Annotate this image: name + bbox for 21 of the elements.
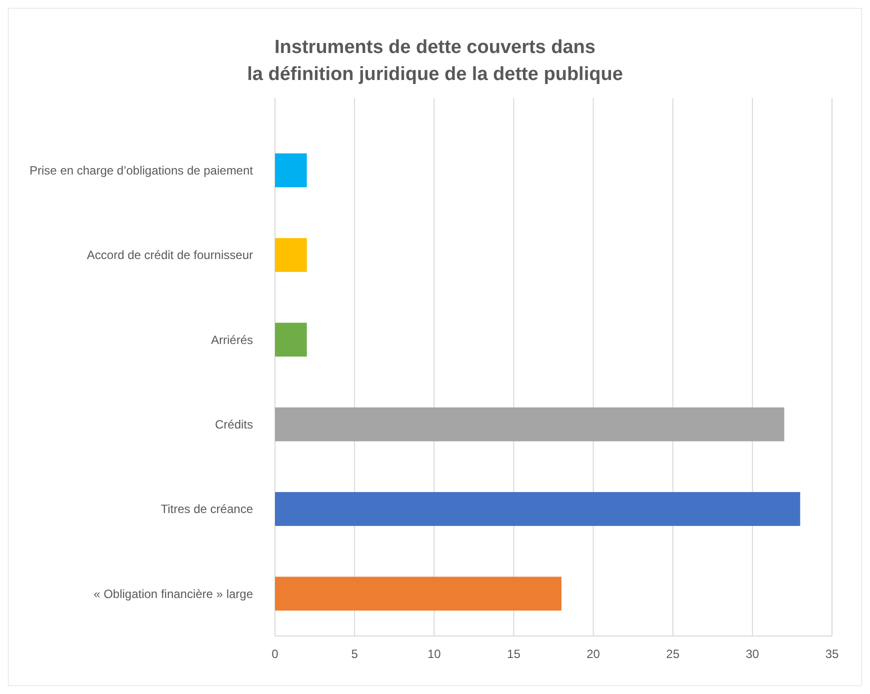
x-tick-label: 5 — [351, 647, 358, 661]
bar — [275, 153, 307, 188]
x-tick-label: 35 — [825, 647, 839, 661]
x-tick-label: 15 — [507, 647, 521, 661]
y-tick-label: Arriérés — [210, 332, 253, 347]
y-tick-label: Titres de créance — [160, 502, 254, 516]
bar — [275, 322, 307, 357]
x-tick-label: 0 — [272, 647, 279, 661]
chart-title: Instruments de dette couverts dans la définition juridique de la dette publique — [247, 37, 623, 85]
bar — [275, 492, 800, 526]
y-tick-label: Crédits — [214, 418, 253, 432]
bar — [275, 576, 562, 611]
x-tick-label: 20 — [586, 647, 600, 661]
bar — [275, 238, 307, 272]
y-tick-label: Accord de crédit de fournisseur — [86, 248, 253, 262]
bar — [275, 407, 784, 442]
x-tick-label: 25 — [666, 647, 680, 661]
y-tick-label: Prise en charge d’obligations de paiement — [30, 164, 254, 178]
x-tick-label: 10 — [427, 647, 442, 661]
y-tick-label: « Obligation financière » large — [94, 586, 254, 601]
x-tick-label: 30 — [746, 647, 760, 661]
